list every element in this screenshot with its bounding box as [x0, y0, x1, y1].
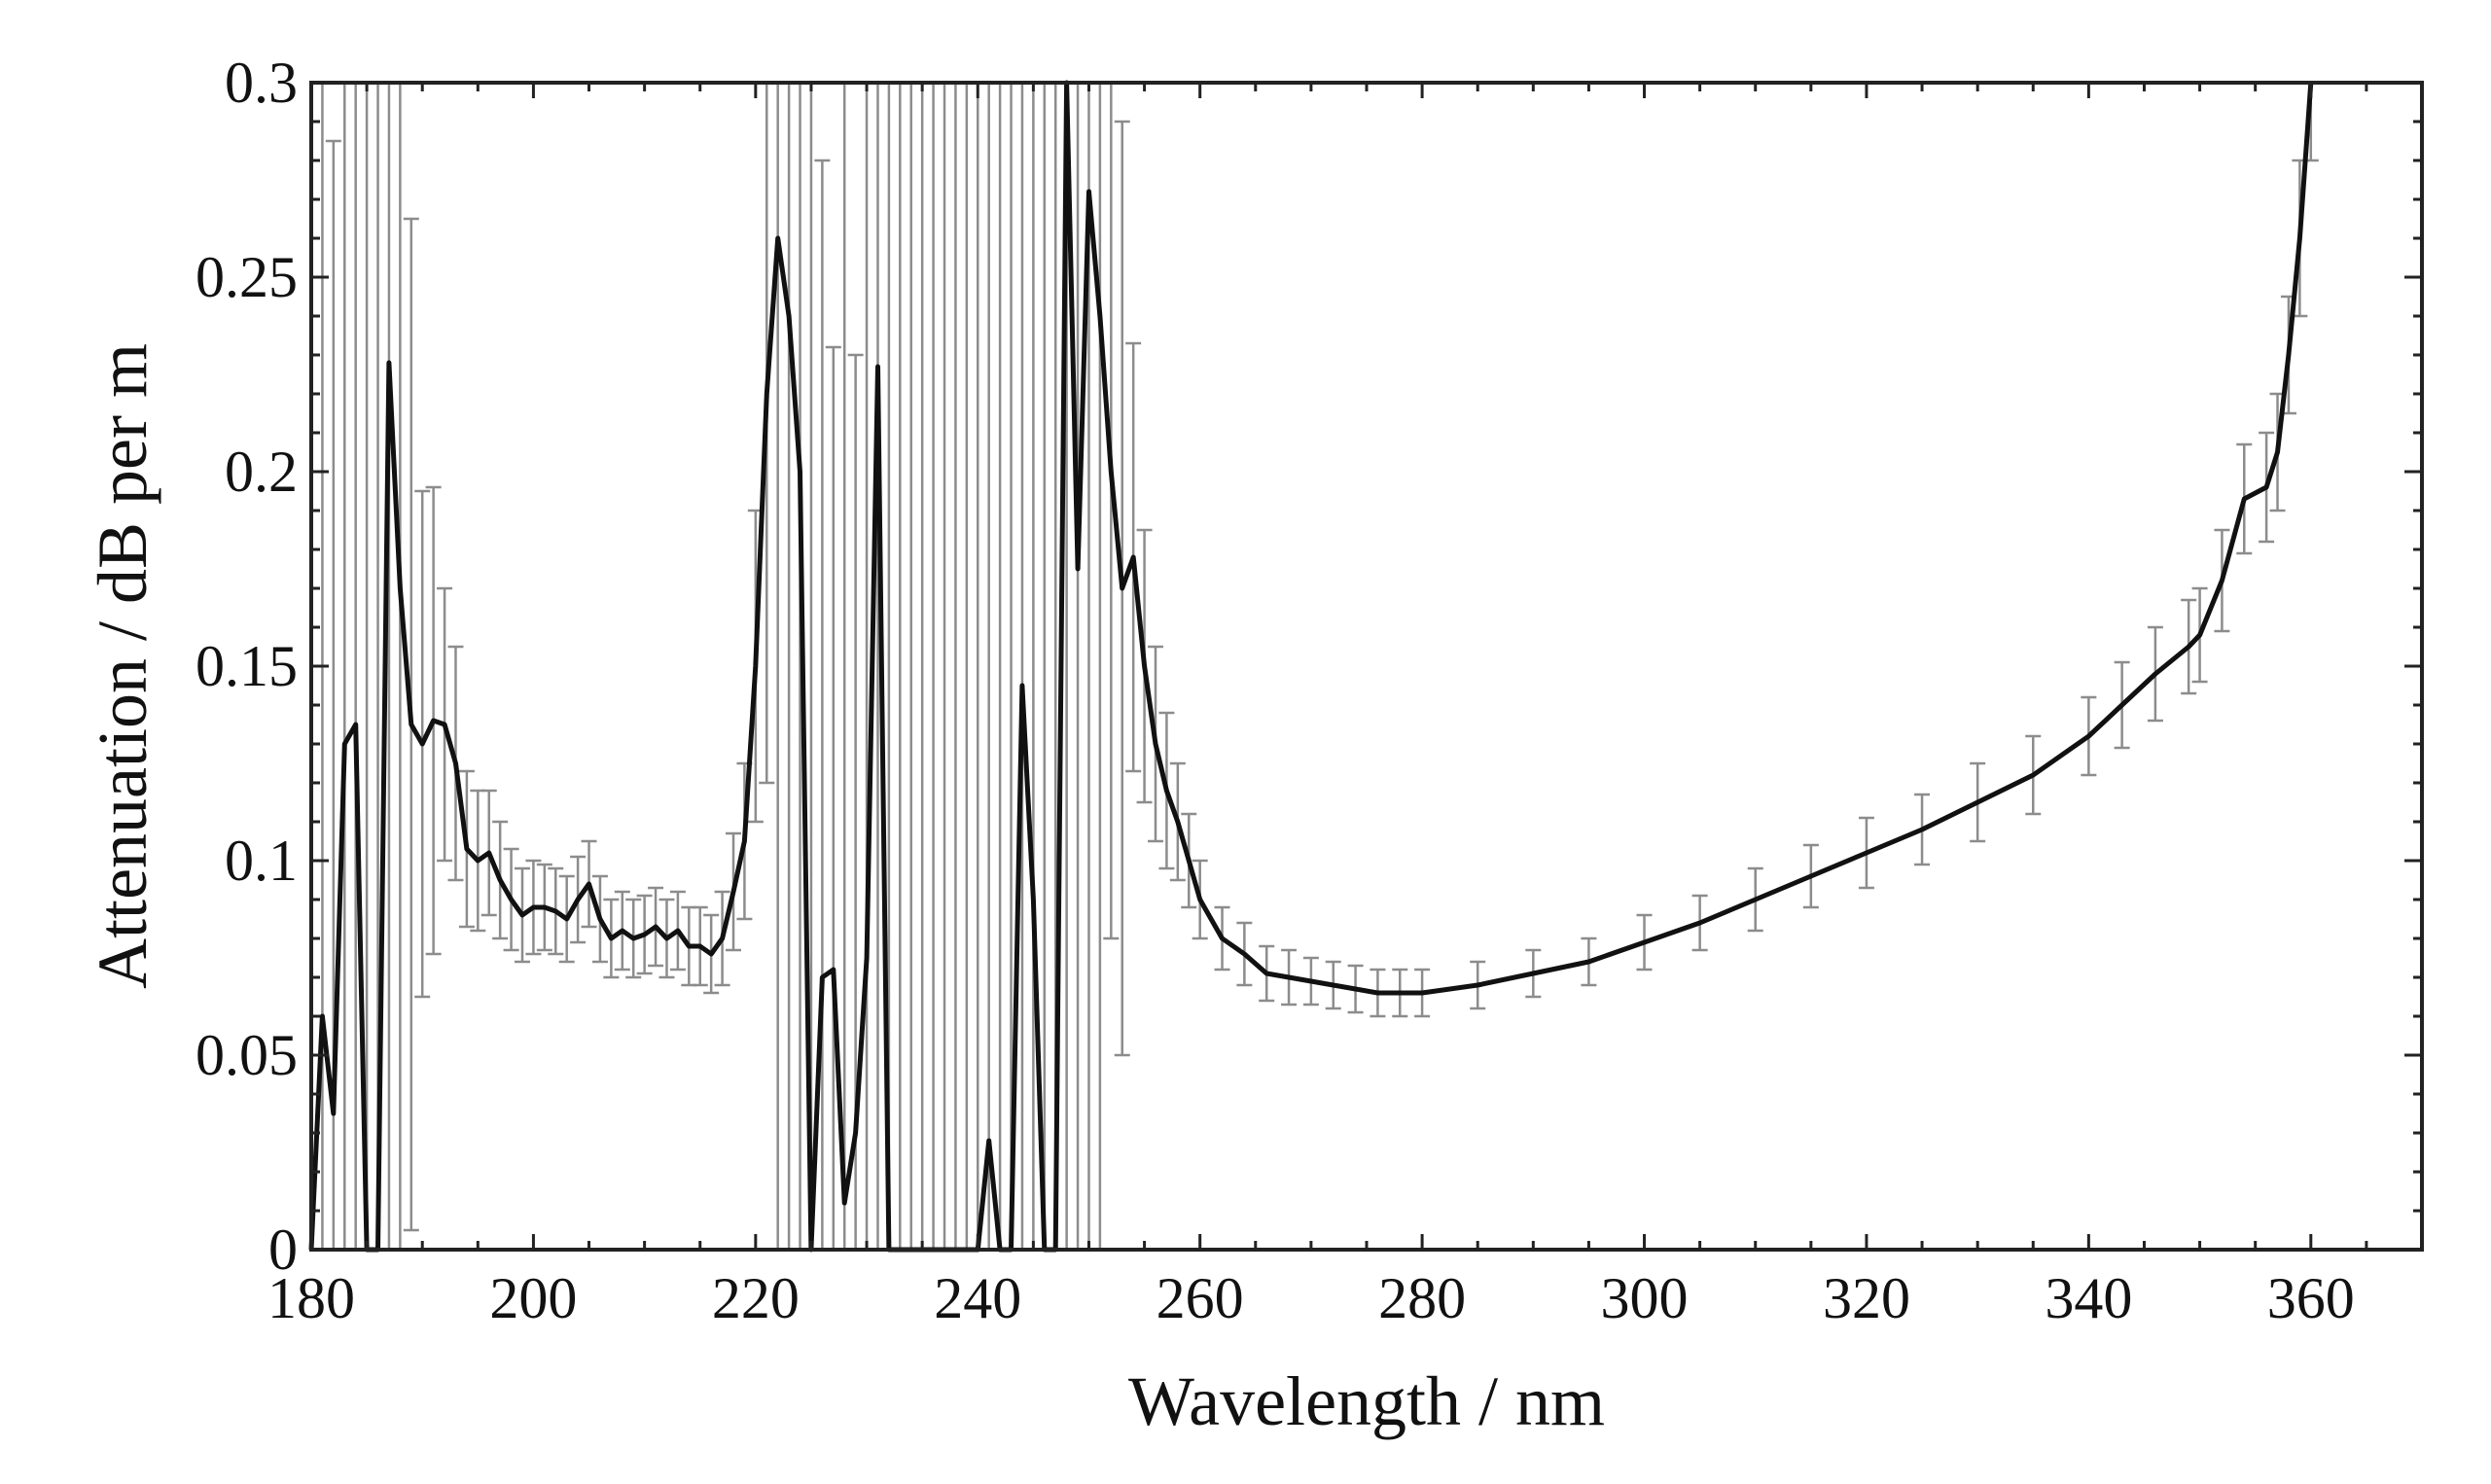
- x-tick-label: 300: [1601, 1266, 1689, 1330]
- y-tick-label: 0.3: [225, 51, 298, 115]
- tick-labels: 180 200 220 240 260 280 300 320 340 360 0 0.05 0.1 0.…: [196, 51, 2355, 1330]
- x-axis-title: Wavelength / nm: [1128, 1362, 1605, 1440]
- axis-ticks: [309, 81, 2424, 1252]
- y-tick-label: 0.1: [225, 829, 298, 893]
- y-tick-label: 0.05: [196, 1023, 298, 1087]
- x-tick-label: 320: [1823, 1266, 1910, 1330]
- y-axis-title: Attenuation / dB per m: [84, 343, 161, 989]
- data-line: [308, 80, 2314, 1253]
- x-tick-label: 360: [2267, 1266, 2355, 1330]
- x-tick-label: 260: [1157, 1266, 1244, 1330]
- error-bars: [309, 83, 2319, 1250]
- plot-frame: [309, 81, 2424, 1252]
- y-tick-label: 0.15: [196, 634, 298, 698]
- y-tick-label: 0.25: [196, 245, 298, 309]
- x-tick-label: 340: [2045, 1266, 2132, 1330]
- y-tick-label: 0.2: [225, 440, 298, 504]
- x-tick-label: 200: [489, 1266, 577, 1330]
- data-line-layer: [308, 80, 2314, 1253]
- x-tick-label: 280: [1378, 1266, 1466, 1330]
- y-tick-label: 0: [268, 1218, 298, 1282]
- x-tick-label: 220: [712, 1266, 800, 1330]
- x-tick-label: 240: [934, 1266, 1021, 1330]
- x-tick-label: 180: [267, 1266, 355, 1330]
